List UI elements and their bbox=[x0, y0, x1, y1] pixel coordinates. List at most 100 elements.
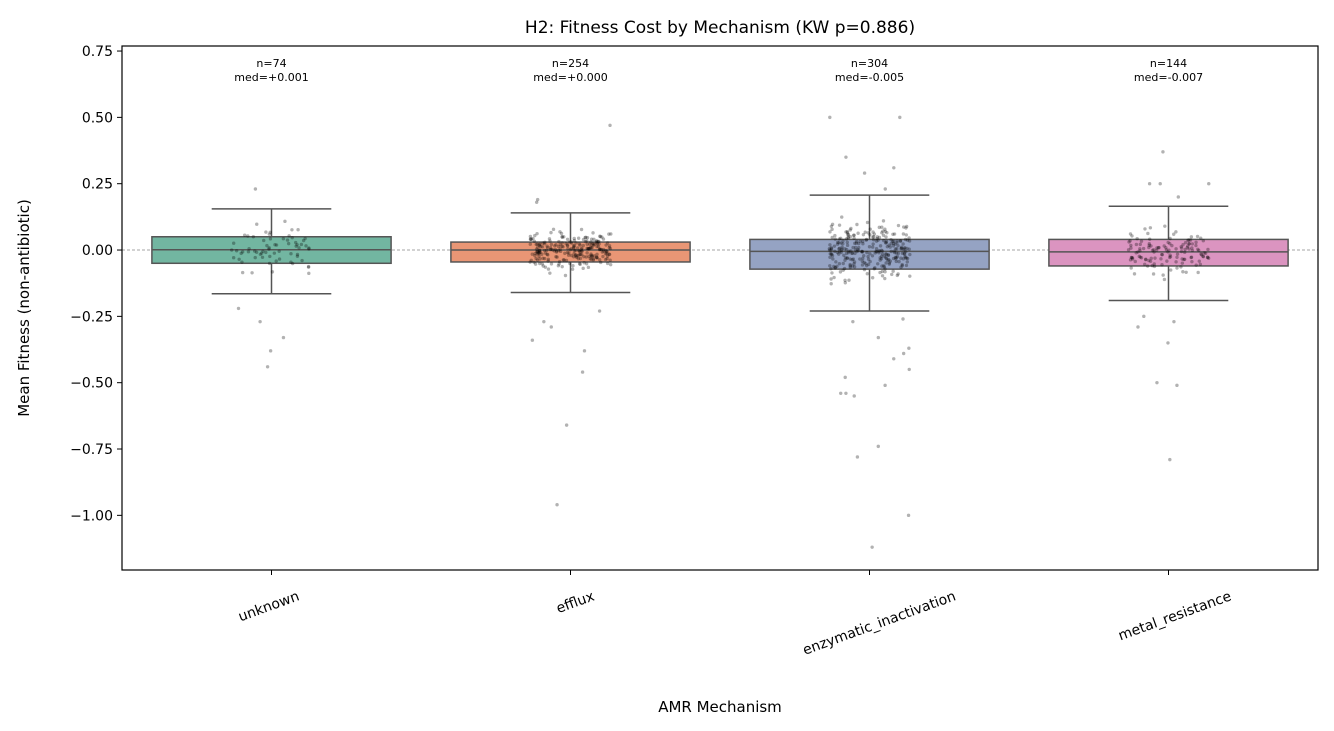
data-point bbox=[566, 247, 570, 251]
data-point bbox=[1132, 272, 1137, 276]
data-point bbox=[851, 319, 855, 324]
data-point bbox=[848, 257, 852, 261]
data-point bbox=[537, 251, 541, 255]
x-axis-label: AMR Mechanism bbox=[658, 698, 782, 716]
data-point bbox=[877, 249, 881, 253]
data-point bbox=[871, 235, 875, 239]
data-point bbox=[1134, 242, 1139, 247]
data-point bbox=[892, 249, 896, 253]
data-point bbox=[283, 219, 287, 224]
data-point bbox=[285, 238, 290, 242]
data-point bbox=[1196, 270, 1200, 275]
data-point bbox=[841, 239, 845, 243]
data-point bbox=[595, 239, 599, 243]
data-point bbox=[1201, 254, 1205, 258]
data-point bbox=[528, 237, 533, 241]
data-point bbox=[856, 248, 861, 253]
data-point bbox=[1148, 237, 1152, 241]
data-point bbox=[1166, 341, 1170, 345]
data-point bbox=[1165, 259, 1169, 263]
data-point bbox=[577, 248, 581, 253]
data-point bbox=[588, 256, 592, 261]
data-point bbox=[874, 239, 879, 243]
data-point bbox=[554, 242, 558, 247]
data-point bbox=[254, 250, 259, 254]
data-point bbox=[595, 241, 599, 245]
data-point bbox=[1187, 238, 1191, 242]
data-point bbox=[1134, 251, 1138, 255]
x-tick-label: enzymatic_inactivation bbox=[801, 588, 958, 658]
data-point bbox=[537, 250, 541, 255]
data-point bbox=[580, 246, 584, 250]
data-point bbox=[868, 252, 872, 256]
data-point bbox=[230, 248, 234, 252]
data-point bbox=[542, 256, 547, 261]
data-point bbox=[871, 230, 875, 234]
data-point bbox=[595, 252, 599, 257]
data-point bbox=[264, 250, 268, 255]
data-point bbox=[601, 237, 606, 241]
data-point bbox=[533, 254, 537, 258]
data-point bbox=[902, 251, 907, 255]
data-point bbox=[854, 239, 859, 244]
data-point bbox=[274, 243, 279, 247]
data-point bbox=[1149, 256, 1153, 261]
data-point bbox=[1194, 240, 1198, 245]
data-point bbox=[558, 247, 562, 251]
data-point bbox=[1187, 247, 1191, 251]
data-point bbox=[1167, 255, 1172, 260]
data-point bbox=[891, 269, 895, 273]
data-point bbox=[590, 254, 594, 259]
data-point bbox=[895, 254, 900, 259]
data-point bbox=[578, 252, 583, 257]
data-point bbox=[838, 270, 843, 274]
data-point bbox=[887, 262, 892, 266]
data-point bbox=[884, 261, 888, 265]
data-point bbox=[1201, 254, 1206, 259]
data-point bbox=[1133, 259, 1137, 264]
data-point bbox=[888, 245, 892, 249]
data-point bbox=[549, 230, 553, 235]
data-point bbox=[1142, 314, 1146, 319]
data-point bbox=[855, 455, 860, 459]
data-point bbox=[1190, 246, 1194, 250]
data-point bbox=[892, 357, 896, 361]
data-point bbox=[835, 250, 840, 255]
data-point bbox=[1172, 232, 1176, 236]
data-point bbox=[537, 249, 542, 254]
y-axis-label: Mean Fitness (non-antibiotic) bbox=[15, 199, 33, 417]
data-point bbox=[603, 252, 608, 256]
data-point bbox=[1155, 380, 1159, 385]
data-point bbox=[1197, 259, 1201, 263]
data-point bbox=[907, 346, 911, 350]
data-point bbox=[599, 247, 604, 252]
data-point bbox=[858, 239, 862, 244]
data-point bbox=[844, 155, 848, 159]
data-point bbox=[585, 239, 589, 243]
data-point bbox=[587, 246, 591, 251]
data-point bbox=[907, 247, 911, 251]
data-point bbox=[831, 257, 835, 261]
data-point bbox=[1148, 259, 1153, 263]
data-point bbox=[845, 256, 849, 260]
data-point bbox=[531, 236, 535, 241]
data-point bbox=[861, 256, 865, 261]
data-point bbox=[255, 222, 259, 226]
data-point bbox=[574, 254, 579, 258]
data-point bbox=[1129, 266, 1133, 270]
data-point bbox=[850, 251, 855, 255]
data-point bbox=[549, 325, 553, 329]
data-point bbox=[558, 242, 562, 247]
annotation-median: med=+0.001 bbox=[234, 71, 308, 84]
data-point bbox=[543, 240, 547, 244]
data-point bbox=[571, 246, 576, 251]
data-point bbox=[886, 258, 890, 263]
data-point bbox=[535, 197, 540, 202]
data-point bbox=[585, 235, 590, 240]
data-point bbox=[597, 309, 602, 313]
x-tick-label: efflux bbox=[554, 588, 596, 616]
data-point bbox=[540, 262, 545, 266]
data-point bbox=[268, 230, 272, 234]
data-point bbox=[561, 245, 565, 249]
data-point bbox=[532, 239, 537, 243]
